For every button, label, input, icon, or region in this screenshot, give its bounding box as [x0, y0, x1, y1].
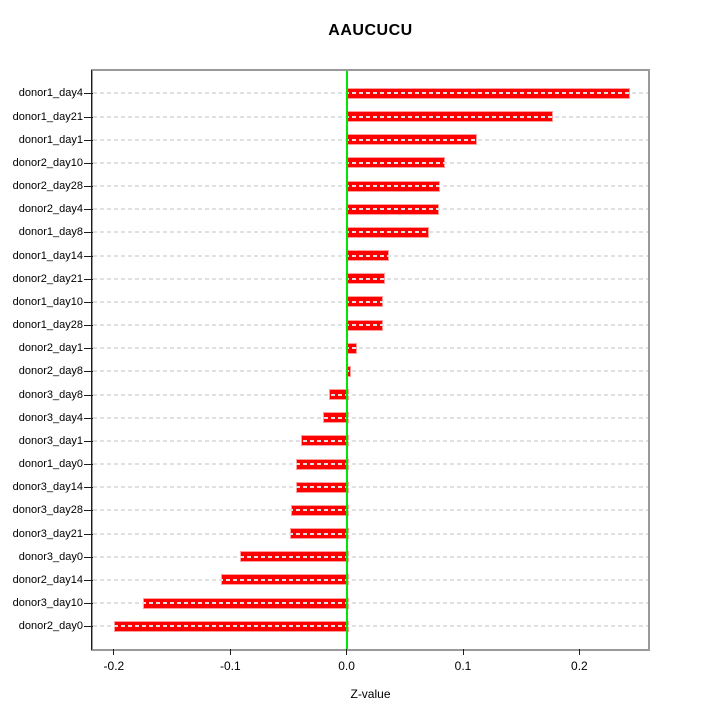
x-tick-mark	[229, 649, 231, 655]
y-tick-mark	[84, 232, 93, 234]
y-tick-mark	[84, 510, 93, 512]
x-axis-title: Z-value	[350, 687, 391, 701]
y-tick-mark	[84, 487, 93, 489]
y-axis-label: donor3_day14	[12, 481, 83, 494]
plot-area	[91, 69, 650, 651]
y-tick-mark	[84, 348, 93, 350]
x-tick-mark	[578, 649, 580, 655]
y-axis-label: donor1_day10	[12, 295, 83, 308]
y-axis-label: donor3_day0	[18, 550, 83, 563]
grid-line	[93, 185, 648, 187]
y-axis-label: donor1_day21	[12, 110, 83, 123]
y-tick-mark	[84, 301, 93, 303]
y-axis-label: donor2_day0	[18, 620, 83, 633]
grid-line	[93, 416, 648, 419]
zero-line	[345, 71, 348, 649]
y-axis-label: donor3_day10	[12, 597, 83, 609]
grid-line	[93, 277, 648, 280]
grid-line	[93, 161, 648, 164]
y-tick-mark	[84, 116, 93, 118]
grid-line	[93, 532, 648, 535]
grid-line	[93, 92, 648, 95]
x-tick-label: -0.2	[103, 659, 125, 673]
y-tick-mark	[84, 417, 93, 419]
grid-line	[93, 555, 648, 558]
y-tick-mark	[84, 139, 93, 141]
y-axis-label: donor2_day14	[12, 573, 83, 586]
y-tick-mark	[84, 209, 93, 211]
grid-line	[93, 347, 648, 350]
y-tick-mark	[84, 394, 93, 396]
y-tick-mark	[84, 440, 93, 442]
x-tick-mark	[346, 649, 348, 655]
y-axis-label: donor2_day28	[12, 180, 83, 192]
y-tick-mark	[84, 603, 93, 604]
grid-line	[93, 231, 648, 234]
grid-line	[93, 393, 648, 396]
y-axis-label: donor1_day4	[18, 87, 83, 100]
y-axis-label: donor2_day4	[18, 203, 83, 216]
x-tick-label: 0.2	[571, 659, 588, 673]
x-tick-label: -0.1	[219, 659, 241, 673]
grid-line	[93, 115, 648, 118]
y-tick-mark	[84, 556, 93, 558]
y-tick-mark	[84, 533, 93, 535]
y-axis-label: donor1_day1	[18, 133, 83, 146]
y-axis-label: donor2_day10	[12, 156, 83, 169]
grid-line	[93, 254, 648, 257]
y-axis-label: donor3_day1	[18, 434, 83, 447]
grid-line	[93, 208, 648, 211]
x-tick-mark	[462, 649, 464, 655]
y-tick-mark	[84, 579, 93, 581]
x-tick-mark	[113, 649, 115, 655]
y-axis-label: donor1_day8	[18, 226, 83, 239]
y-axis-line	[91, 70, 92, 650]
y-axis-label: donor1_day0	[18, 458, 83, 470]
grid-line	[93, 370, 648, 373]
y-axis-label: donor2_day21	[12, 272, 83, 285]
grid-line	[93, 486, 648, 489]
grid-line	[93, 300, 648, 303]
grid-line	[93, 602, 648, 604]
y-tick-mark	[84, 255, 93, 257]
chart-title: AAUCUCU	[328, 22, 413, 39]
grid-line	[93, 578, 648, 581]
x-tick-label: 0.0	[338, 659, 355, 673]
grid-line	[93, 463, 648, 465]
grid-line	[93, 625, 648, 628]
grid-line	[93, 509, 648, 512]
y-axis-label: donor3_day21	[12, 527, 83, 540]
y-tick-mark	[84, 371, 93, 373]
x-tick-label: 0.1	[454, 659, 472, 673]
y-axis-label: donor3_day8	[18, 388, 83, 401]
grid-line	[93, 138, 648, 141]
y-axis-label: donor2_day8	[18, 365, 83, 378]
y-tick-mark	[84, 626, 93, 628]
grid-line	[93, 439, 648, 442]
y-tick-mark	[84, 186, 93, 187]
y-axis-label: donor2_day1	[18, 342, 83, 355]
y-tick-mark	[84, 278, 93, 280]
y-tick-mark	[84, 93, 93, 95]
grid-line	[93, 324, 648, 326]
y-tick-mark	[84, 325, 93, 326]
y-axis-label: donor3_day4	[18, 411, 83, 424]
y-axis-label: donor1_day14	[12, 249, 83, 262]
y-tick-mark	[84, 162, 93, 164]
y-axis-label: donor3_day28	[12, 504, 83, 517]
y-axis-label: donor1_day28	[12, 319, 83, 331]
y-tick-mark	[84, 464, 93, 465]
